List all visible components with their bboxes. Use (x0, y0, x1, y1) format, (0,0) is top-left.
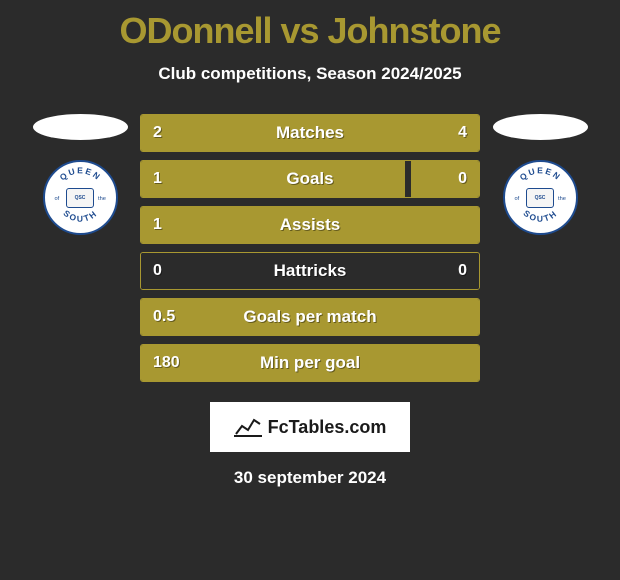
footer-date: 30 september 2024 (0, 468, 620, 488)
stat-right-value: 0 (458, 170, 467, 188)
right-player-col: QUEEN SOUTH of the QSC (490, 114, 590, 235)
svg-text:the: the (558, 196, 566, 202)
stat-bar-row: 0.5 Goals per match (140, 298, 480, 336)
brand-footer[interactable]: FcTables.com (210, 402, 410, 452)
stat-label: Hattricks (274, 261, 347, 281)
content-row: QUEEN SOUTH of the QSC 2Matches41Goals01… (0, 114, 620, 382)
stat-left-value: 0 (153, 262, 162, 280)
left-player-col: QUEEN SOUTH of the QSC (30, 114, 130, 235)
subtitle: Club competitions, Season 2024/2025 (0, 64, 620, 84)
stat-bar-row: 2 Matches 4 (140, 114, 480, 152)
brand-text: FcTables.com (268, 417, 387, 438)
stat-label: Assists (280, 215, 340, 235)
comparison-card: ODonnell vs Johnstone Club competitions,… (0, 0, 620, 488)
stat-left-value: 1 (153, 216, 162, 234)
stat-left-value: 180 (153, 354, 180, 372)
badge-text-ring-icon: QUEEN SOUTH of the (505, 162, 576, 233)
stat-bar-content: 0 Hattricks 0 (141, 253, 479, 289)
stat-bars: 2 Matches 4 1 Goals 0 1 Assists 0 Hattricks 0 0.5 Go… (140, 114, 480, 382)
svg-text:SOUTH: SOUTH (521, 208, 559, 224)
stat-left-value: 2 (153, 124, 162, 142)
svg-text:of: of (514, 196, 519, 202)
stat-bar-row: 0 Hattricks 0 (140, 252, 480, 290)
svg-text:the: the (98, 196, 106, 202)
badge-text-ring-icon: QUEEN SOUTH of the (45, 162, 116, 233)
brand-logo-icon (234, 416, 262, 438)
stat-bar-row: 1 Assists (140, 206, 480, 244)
player-silhouette-left (33, 114, 128, 140)
svg-text:QUEEN: QUEEN (57, 165, 103, 182)
stat-right-value: 0 (458, 262, 467, 280)
stat-bar-content: 2 Matches 4 (141, 115, 479, 151)
stat-label: Goals per match (243, 307, 376, 327)
stat-label: Matches (276, 123, 344, 143)
stat-bar-content: 1 Assists (141, 207, 479, 243)
stat-left-value: 0.5 (153, 308, 175, 326)
stat-label: Min per goal (260, 353, 360, 373)
stat-right-value: 4 (458, 124, 467, 142)
svg-text:QUEEN: QUEEN (517, 165, 563, 182)
svg-text:SOUTH: SOUTH (61, 208, 99, 224)
club-badge-left: QUEEN SOUTH of the QSC (43, 160, 118, 235)
stat-label: Goals (286, 169, 333, 189)
stat-bar-row: 1 Goals 0 (140, 160, 480, 198)
club-badge-right: QUEEN SOUTH of the QSC (503, 160, 578, 235)
player-silhouette-right (493, 114, 588, 140)
stat-bar-row: 180 Min per goal (140, 344, 480, 382)
svg-text:of: of (54, 196, 59, 202)
stat-left-value: 1 (153, 170, 162, 188)
page-title: ODonnell vs Johnstone (0, 10, 620, 52)
stat-bar-content: 0.5 Goals per match (141, 299, 479, 335)
stat-bar-content: 1 Goals 0 (141, 161, 479, 197)
stat-bar-content: 180 Min per goal (141, 345, 479, 381)
